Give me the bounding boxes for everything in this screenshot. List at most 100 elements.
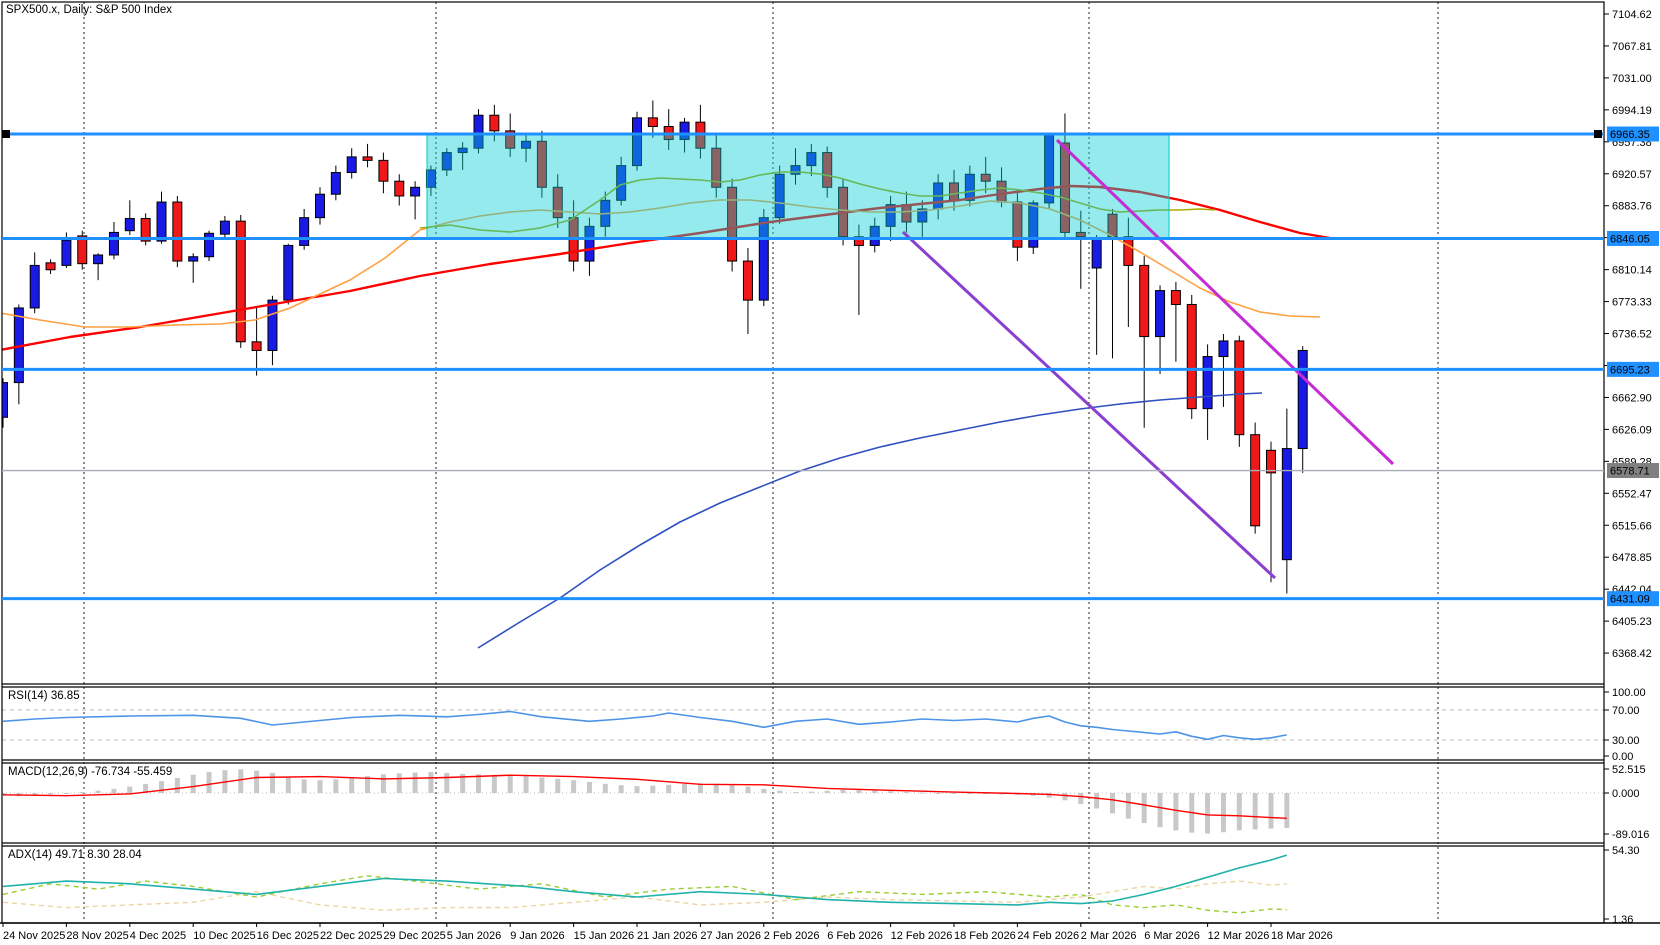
pane-borders xyxy=(1,1,1605,924)
candle[interactable] xyxy=(457,142,468,170)
candle[interactable] xyxy=(980,156,991,194)
candle[interactable] xyxy=(521,134,532,163)
candle[interactable] xyxy=(140,213,151,246)
candle[interactable] xyxy=(29,252,40,314)
macd-indicator-label: MACD(12,26,9) -76.734 -55.459 xyxy=(8,766,173,778)
candle[interactable] xyxy=(204,230,215,262)
candle[interactable] xyxy=(1297,346,1308,473)
candle[interactable] xyxy=(346,148,357,179)
candle[interactable] xyxy=(394,174,405,206)
candle[interactable] xyxy=(632,111,642,171)
candle[interactable] xyxy=(869,217,880,253)
date-tick-label: 2 Feb 2026 xyxy=(764,930,820,942)
candle[interactable] xyxy=(822,146,833,198)
indicator-scale-label: 100.00 xyxy=(1612,687,1646,699)
candle[interactable] xyxy=(315,187,325,225)
adx-pane xyxy=(2,854,1288,914)
candle[interactable] xyxy=(172,195,183,268)
sr-lines[interactable]: 6966.35 6846.05 6695.23 6578.71 6431.09 xyxy=(2,126,1659,607)
candle[interactable] xyxy=(584,217,595,276)
candle[interactable] xyxy=(1281,408,1292,594)
candle[interactable] xyxy=(917,200,928,237)
candle[interactable] xyxy=(790,148,801,185)
date-tick-label: 6 Feb 2026 xyxy=(827,930,883,942)
candle[interactable] xyxy=(77,230,88,270)
indicator-scale-label: 54.30 xyxy=(1612,845,1640,857)
indicator-scale-label: 30.00 xyxy=(1612,735,1640,747)
candle[interactable] xyxy=(727,178,738,272)
price-tick-label: 7031.00 xyxy=(1612,73,1652,85)
candle[interactable] xyxy=(742,248,753,334)
price-tick-label: 7067.81 xyxy=(1612,41,1652,53)
rsi-pane xyxy=(2,709,1604,741)
candle[interactable] xyxy=(1139,255,1150,428)
candle[interactable] xyxy=(885,195,896,242)
candle[interactable] xyxy=(156,191,167,244)
candle[interactable] xyxy=(283,243,294,305)
date-tick-label: 6 Mar 2026 xyxy=(1144,930,1200,942)
candle[interactable] xyxy=(536,130,547,198)
lower-channel-trendline[interactable] xyxy=(901,230,1277,580)
adx-indicator-label: ADX(14) 49.71 8.30 28.04 xyxy=(8,849,142,861)
candle[interactable] xyxy=(1186,294,1197,420)
price-axis: 7104.627067.817031.006994.196957.386920.… xyxy=(1604,9,1652,660)
price-tick-label: 6405.23 xyxy=(1612,616,1652,628)
date-tick-label: 15 Jan 2026 xyxy=(574,930,635,942)
candle[interactable] xyxy=(0,378,8,428)
candle[interactable] xyxy=(806,143,817,176)
candle[interactable] xyxy=(758,208,769,307)
candle[interactable] xyxy=(93,253,104,281)
date-tick-label: 12 Mar 2026 xyxy=(1208,930,1270,942)
candle[interactable] xyxy=(1266,441,1276,583)
candle[interactable] xyxy=(1234,335,1245,447)
candle[interactable] xyxy=(267,295,278,366)
upper-channel-trendline[interactable] xyxy=(1055,138,1395,466)
macd-signal-line xyxy=(2,774,1287,819)
candle[interactable] xyxy=(1170,281,1181,362)
trend-channel[interactable] xyxy=(901,138,1395,580)
candle[interactable] xyxy=(124,200,135,236)
date-tick-label: 9 Jan 2026 xyxy=(510,930,564,942)
candle[interactable] xyxy=(251,306,262,376)
candle[interactable] xyxy=(410,181,421,220)
candle[interactable] xyxy=(235,215,246,348)
candle[interactable] xyxy=(108,222,119,260)
indicator-scale-label: 0.00 xyxy=(1612,751,1633,763)
date-tick-label: 2 Mar 2026 xyxy=(1081,930,1137,942)
price-tick-label: 6515.66 xyxy=(1612,520,1652,532)
chart-title: SPX500.x, Daily: S&P 500 Index xyxy=(6,4,172,16)
date-tick-label: 24 Nov 2025 xyxy=(3,930,65,942)
candle[interactable] xyxy=(378,152,389,194)
date-tick-label: 28 Nov 2025 xyxy=(66,930,128,942)
candle[interactable] xyxy=(711,135,722,198)
ma-olive xyxy=(419,171,1216,233)
ma-blue-long xyxy=(477,392,1263,649)
price-tick-label: 6920.57 xyxy=(1612,169,1652,181)
candle[interactable] xyxy=(45,259,56,275)
candle[interactable] xyxy=(188,253,199,283)
candle[interactable] xyxy=(1123,217,1134,328)
candle[interactable] xyxy=(425,165,436,196)
candle[interactable] xyxy=(552,174,563,229)
candle[interactable] xyxy=(1028,200,1039,255)
price-tick-label: 6662.90 xyxy=(1612,392,1652,404)
zone-rectangle[interactable] xyxy=(426,133,1170,239)
candle[interactable] xyxy=(1075,210,1086,289)
candle[interactable] xyxy=(362,143,373,168)
candle[interactable] xyxy=(1202,344,1213,440)
date-tick-label: 29 Dec 2025 xyxy=(383,930,445,942)
candle[interactable] xyxy=(473,109,484,154)
candle[interactable] xyxy=(1250,422,1261,534)
candle[interactable] xyxy=(441,148,452,176)
candle[interactable] xyxy=(647,100,658,138)
candle[interactable] xyxy=(1155,285,1166,374)
candle[interactable] xyxy=(219,215,230,239)
ma-red xyxy=(2,184,1331,351)
price-tick-label: 6994.19 xyxy=(1612,105,1652,117)
date-axis[interactable]: 24 Nov 2025 28 Nov 2025 4 Dec 2025 10 Dec 2… xyxy=(0,922,1660,942)
candle[interactable] xyxy=(330,165,341,201)
candle[interactable] xyxy=(299,208,310,250)
candle[interactable] xyxy=(774,165,785,224)
